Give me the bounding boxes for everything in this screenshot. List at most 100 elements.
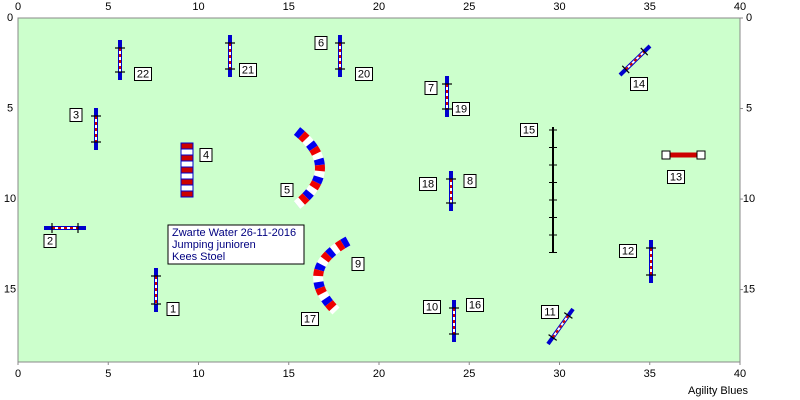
label-text: 22 xyxy=(137,68,149,80)
jump xyxy=(151,268,161,312)
obstacle-label: 18 xyxy=(419,177,437,191)
jump xyxy=(546,307,575,346)
obstacle-label: 17 xyxy=(301,312,319,326)
jump-stand xyxy=(563,312,573,319)
x-tick-label: 0 xyxy=(15,368,21,380)
jump xyxy=(446,171,456,211)
x-tick-label: 25 xyxy=(463,368,475,380)
x-tick-label: 15 xyxy=(283,1,295,13)
obstacle-label: 15 xyxy=(520,123,538,137)
x-tick-label: 10 xyxy=(192,1,204,13)
obstacle-label: 14 xyxy=(630,77,648,91)
label-box xyxy=(199,148,213,162)
label-text: 19 xyxy=(455,103,467,115)
obstacle-label: 21 xyxy=(239,63,257,77)
x-tick-label: 40 xyxy=(734,1,746,13)
obstacle-label: 9 xyxy=(351,257,365,271)
obstacle-label: 6 xyxy=(314,36,328,50)
tunnel-body xyxy=(313,236,351,315)
jump xyxy=(618,44,652,77)
label-box xyxy=(351,257,365,271)
label-box xyxy=(419,177,437,191)
info-line: Jumping junioren xyxy=(172,239,256,251)
x-tick-label: 35 xyxy=(644,368,656,380)
x-tick-label: 5 xyxy=(105,368,111,380)
jump xyxy=(225,35,235,77)
jump xyxy=(442,76,452,117)
jump-stand xyxy=(548,334,558,341)
wall-block xyxy=(180,142,194,150)
long-jump-end xyxy=(661,150,671,160)
x-tick-label: 35 xyxy=(644,1,656,13)
label-box xyxy=(134,67,152,81)
jump xyxy=(335,35,345,77)
info-box: Zwarte Water 26-11-2016 Jumping junioren… xyxy=(167,224,305,265)
info-line: Zwarte Water 26-11-2016 xyxy=(172,227,296,239)
obstacle-label: 2 xyxy=(43,234,57,248)
label-text: 14 xyxy=(633,78,645,90)
label-box xyxy=(423,300,441,314)
obstacle-label: 13 xyxy=(667,170,685,184)
label-text: 4 xyxy=(203,149,209,161)
label-text: 7 xyxy=(428,82,434,94)
y-tick-label: 15 xyxy=(743,283,755,295)
y-tick-label: 10 xyxy=(4,193,16,205)
x-tick-label: 10 xyxy=(192,368,204,380)
tunnel xyxy=(293,127,325,209)
wall-block xyxy=(180,166,194,174)
label-text: 12 xyxy=(622,245,634,257)
x-tick-label: 30 xyxy=(553,368,565,380)
label-box xyxy=(466,298,484,312)
x-tick-label: 5 xyxy=(105,1,111,13)
label-text: 8 xyxy=(467,175,473,187)
label-box xyxy=(630,77,648,91)
label-text: 11 xyxy=(544,306,555,318)
wall-block xyxy=(180,160,194,168)
jump-pole xyxy=(551,314,570,339)
obstacle-label: 8 xyxy=(463,174,477,188)
label-box xyxy=(166,302,180,316)
obstacle-label: 3 xyxy=(69,108,83,122)
line-obstacle xyxy=(549,127,557,253)
obstacle-label: 22 xyxy=(134,67,152,81)
tunnel xyxy=(313,236,351,315)
obstacle-label: 7 xyxy=(424,81,438,95)
long-jump xyxy=(661,150,706,160)
label-text: 2 xyxy=(47,235,53,247)
jump-stand xyxy=(621,65,630,74)
label-text: 13 xyxy=(670,171,682,183)
label-text: 16 xyxy=(469,299,481,311)
label-text: 1 xyxy=(170,303,176,315)
obstacle-label: 5 xyxy=(280,183,294,197)
x-tick-label: 0 xyxy=(15,1,21,13)
label-box xyxy=(69,108,83,122)
label-text: 15 xyxy=(523,124,535,136)
label-box xyxy=(619,244,637,258)
y-tick-label: 0 xyxy=(746,12,752,24)
x-tick-label: 40 xyxy=(734,368,746,380)
obstacle-label: 16 xyxy=(466,298,484,312)
x-tick-label: 20 xyxy=(373,1,385,13)
x-tick-label: 20 xyxy=(373,368,385,380)
y-tick-label: 5 xyxy=(7,102,13,114)
label-box xyxy=(463,174,477,188)
obstacle-label: 1 xyxy=(166,302,180,316)
obstacle-label: 11 xyxy=(541,305,559,319)
y-tick-label: 0 xyxy=(7,12,13,24)
label-box xyxy=(239,63,257,77)
label-box xyxy=(280,183,294,197)
jump xyxy=(44,223,86,233)
wall-block xyxy=(180,154,194,162)
obstacle-label: 4 xyxy=(199,148,213,162)
label-box xyxy=(301,312,319,326)
label-box xyxy=(667,170,685,184)
info-frame xyxy=(167,224,305,265)
label-box xyxy=(424,81,438,95)
label-text: 21 xyxy=(242,64,254,76)
label-text: 3 xyxy=(73,109,79,121)
field xyxy=(17,17,741,363)
wall-block xyxy=(180,148,194,156)
label-box xyxy=(355,67,373,81)
label-text: 9 xyxy=(355,258,361,270)
